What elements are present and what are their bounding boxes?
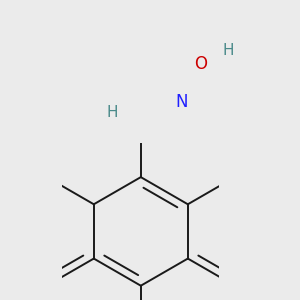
Text: N: N xyxy=(176,93,188,111)
Text: H: H xyxy=(223,43,234,58)
Text: O: O xyxy=(194,55,207,73)
Text: H: H xyxy=(107,105,118,120)
